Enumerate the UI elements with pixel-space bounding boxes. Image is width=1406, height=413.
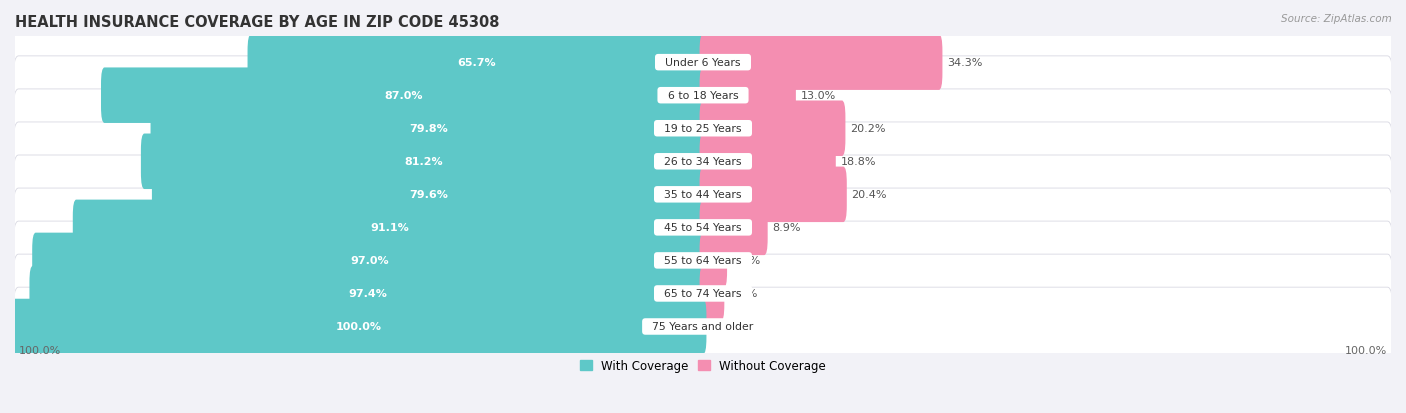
FancyBboxPatch shape [700, 68, 796, 123]
Text: 20.2%: 20.2% [851, 124, 886, 134]
FancyBboxPatch shape [13, 254, 1393, 333]
FancyBboxPatch shape [700, 101, 845, 157]
FancyBboxPatch shape [700, 134, 835, 190]
Text: 18.8%: 18.8% [841, 157, 876, 167]
Text: Under 6 Years: Under 6 Years [658, 58, 748, 68]
Text: 87.0%: 87.0% [384, 91, 423, 101]
FancyBboxPatch shape [30, 266, 706, 321]
FancyBboxPatch shape [13, 189, 1393, 267]
Text: 26 to 34 Years: 26 to 34 Years [657, 157, 749, 167]
FancyBboxPatch shape [700, 233, 727, 288]
Text: 97.0%: 97.0% [350, 256, 388, 266]
Text: HEALTH INSURANCE COVERAGE BY AGE IN ZIP CODE 45308: HEALTH INSURANCE COVERAGE BY AGE IN ZIP … [15, 15, 499, 30]
FancyBboxPatch shape [700, 266, 724, 321]
FancyBboxPatch shape [13, 287, 1393, 366]
Text: 97.4%: 97.4% [349, 289, 388, 299]
FancyBboxPatch shape [73, 200, 706, 256]
Text: 2.6%: 2.6% [730, 289, 758, 299]
Text: 65.7%: 65.7% [458, 58, 496, 68]
FancyBboxPatch shape [13, 24, 1393, 102]
Text: 79.6%: 79.6% [409, 190, 449, 200]
Text: 45 to 54 Years: 45 to 54 Years [657, 223, 749, 233]
Text: 65 to 74 Years: 65 to 74 Years [657, 289, 749, 299]
FancyBboxPatch shape [13, 123, 1393, 201]
Text: 35 to 44 Years: 35 to 44 Years [657, 190, 749, 200]
FancyBboxPatch shape [700, 167, 846, 223]
FancyBboxPatch shape [150, 101, 706, 157]
Text: 100.0%: 100.0% [18, 345, 60, 356]
Text: 34.3%: 34.3% [948, 58, 983, 68]
Text: 79.8%: 79.8% [409, 124, 449, 134]
FancyBboxPatch shape [141, 134, 706, 190]
FancyBboxPatch shape [13, 156, 1393, 234]
Text: 75 Years and older: 75 Years and older [645, 322, 761, 332]
FancyBboxPatch shape [152, 167, 706, 223]
FancyBboxPatch shape [13, 221, 1393, 300]
Text: Source: ZipAtlas.com: Source: ZipAtlas.com [1281, 14, 1392, 24]
FancyBboxPatch shape [32, 233, 706, 288]
Text: 100.0%: 100.0% [1346, 345, 1388, 356]
FancyBboxPatch shape [700, 200, 768, 256]
FancyBboxPatch shape [11, 299, 706, 354]
Text: 8.9%: 8.9% [772, 223, 801, 233]
Text: 3.0%: 3.0% [733, 256, 761, 266]
Text: 55 to 64 Years: 55 to 64 Years [657, 256, 749, 266]
FancyBboxPatch shape [700, 36, 942, 91]
FancyBboxPatch shape [101, 68, 706, 123]
Text: 6 to 18 Years: 6 to 18 Years [661, 91, 745, 101]
Text: 81.2%: 81.2% [405, 157, 443, 167]
Text: 13.0%: 13.0% [800, 91, 837, 101]
FancyBboxPatch shape [247, 36, 706, 91]
FancyBboxPatch shape [13, 57, 1393, 135]
Legend: With Coverage, Without Coverage: With Coverage, Without Coverage [575, 355, 831, 377]
Text: 0.0%: 0.0% [711, 322, 740, 332]
Text: 20.4%: 20.4% [852, 190, 887, 200]
Text: 19 to 25 Years: 19 to 25 Years [657, 124, 749, 134]
Text: 91.1%: 91.1% [370, 223, 409, 233]
FancyBboxPatch shape [13, 90, 1393, 168]
Text: 100.0%: 100.0% [336, 322, 382, 332]
